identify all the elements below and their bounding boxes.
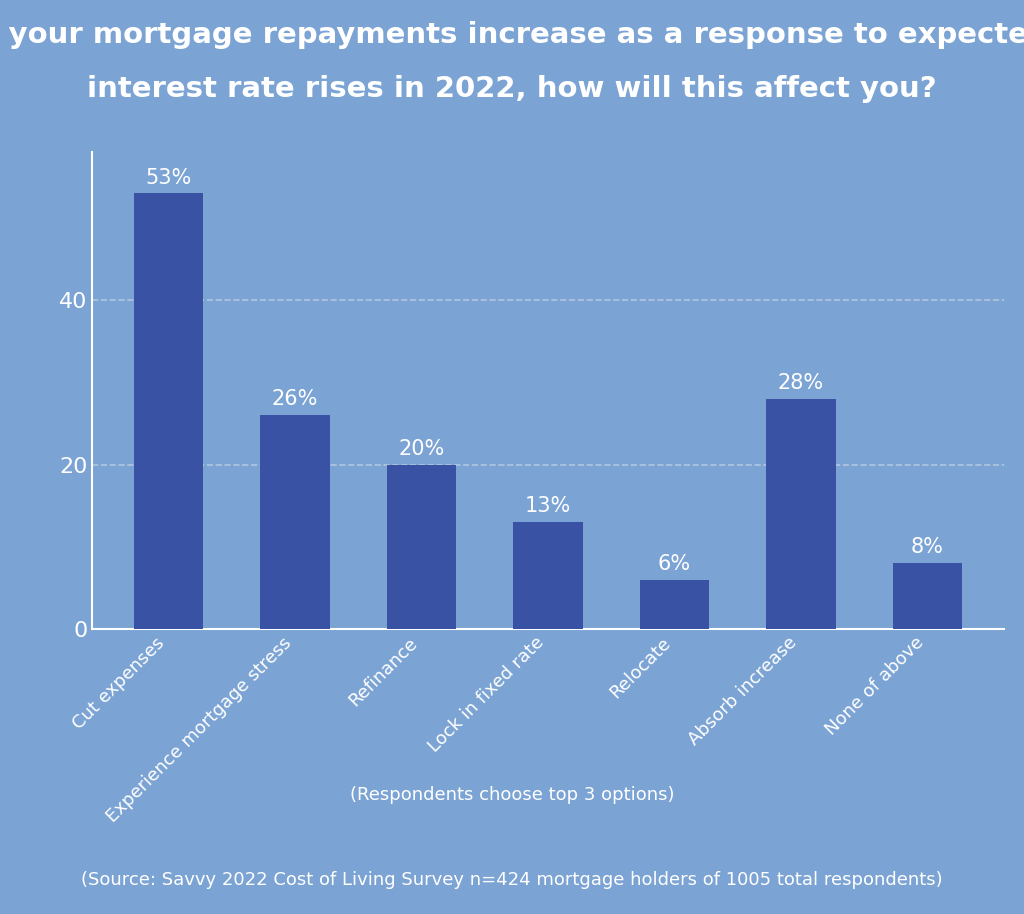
Bar bbox=[513, 522, 583, 629]
Text: 8%: 8% bbox=[911, 537, 944, 558]
Text: 53%: 53% bbox=[145, 167, 191, 187]
Bar bbox=[260, 415, 330, 629]
Bar bbox=[766, 399, 836, 629]
Bar bbox=[893, 563, 963, 629]
Text: (Respondents choose top 3 options): (Respondents choose top 3 options) bbox=[350, 786, 674, 804]
Text: If your mortgage repayments increase as a response to expected: If your mortgage repayments increase as … bbox=[0, 20, 1024, 48]
Text: 28%: 28% bbox=[778, 373, 824, 393]
Text: 13%: 13% bbox=[524, 496, 571, 516]
Bar bbox=[133, 194, 203, 629]
Text: 26%: 26% bbox=[271, 389, 318, 409]
Text: (Source: Savvy 2022 Cost of Living Survey n=424 mortgage holders of 1005 total r: (Source: Savvy 2022 Cost of Living Surve… bbox=[81, 871, 943, 888]
Bar bbox=[387, 464, 456, 629]
Bar bbox=[640, 579, 709, 629]
Text: interest rate rises in 2022, how will this affect you?: interest rate rises in 2022, how will th… bbox=[87, 75, 937, 103]
Text: 20%: 20% bbox=[398, 439, 444, 459]
Text: 6%: 6% bbox=[657, 554, 691, 574]
